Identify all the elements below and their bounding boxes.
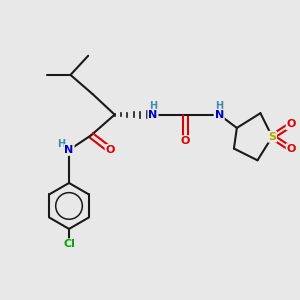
- Text: N: N: [148, 110, 158, 120]
- Text: O: O: [181, 136, 190, 146]
- Text: N: N: [214, 110, 224, 120]
- Text: Cl: Cl: [63, 239, 75, 249]
- Text: O: O: [286, 144, 296, 154]
- Text: H: H: [57, 139, 65, 149]
- Text: H: H: [149, 101, 157, 111]
- Text: O: O: [106, 145, 115, 155]
- Text: O: O: [286, 119, 296, 129]
- Text: N: N: [64, 145, 74, 155]
- Text: H: H: [215, 101, 223, 111]
- Text: S: S: [268, 132, 276, 142]
